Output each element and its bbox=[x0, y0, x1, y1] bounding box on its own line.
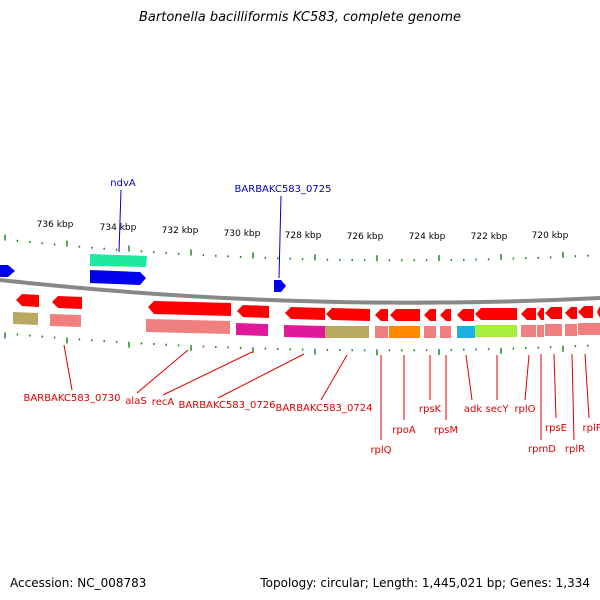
category-bar-rpsM bbox=[440, 326, 451, 338]
scale-label-728: 728 kbp bbox=[285, 231, 322, 241]
reverse-gene-recA[interactable] bbox=[237, 305, 269, 318]
gene-label-rpmD[interactable]: rpmD bbox=[528, 444, 556, 455]
scale-label-736: 736 kbp bbox=[37, 220, 74, 230]
gene-label-recA[interactable]: recA bbox=[152, 397, 175, 408]
gene-label-BARBAKC583_0725[interactable]: BARBAKC583_0725 bbox=[235, 184, 332, 195]
reverse-gene-rpsK[interactable] bbox=[424, 309, 436, 321]
category-bar-rplO bbox=[521, 325, 536, 337]
genome-stats-text: Topology: circular; Length: 1,445,021 bp… bbox=[260, 576, 590, 590]
forward-gene-BARBAKC583_0725[interactable] bbox=[274, 280, 286, 292]
gene-label-adk[interactable]: adk bbox=[464, 404, 482, 415]
leader-line-adk bbox=[465, 354, 473, 401]
gene-label-BARBAKC583_0726[interactable]: BARBAKC583_0726 bbox=[179, 400, 276, 411]
tick-marks-inner bbox=[4, 332, 589, 356]
category-bar-rpsE bbox=[545, 324, 562, 336]
reverse-gene-adk[interactable] bbox=[457, 309, 474, 321]
genome-backbone bbox=[0, 278, 600, 305]
gene-label-rpoA[interactable]: rpoA bbox=[392, 425, 416, 436]
leader-line-0730 bbox=[63, 344, 73, 391]
category-bar-0731 bbox=[13, 312, 38, 325]
category-bar-secY bbox=[475, 325, 517, 337]
scale-label-732: 732 kbp bbox=[162, 226, 199, 236]
category-bar-recA bbox=[236, 323, 268, 336]
scale-label-720: 720 kbp bbox=[532, 231, 569, 241]
category-bar-alaS bbox=[146, 319, 230, 334]
reverse-gene-alaS[interactable] bbox=[148, 301, 231, 316]
gene-label-rplF[interactable]: rplF bbox=[583, 423, 600, 434]
category-bar-0724 bbox=[325, 326, 369, 338]
reverse-gene-0724[interactable] bbox=[326, 308, 370, 321]
leader-line-ndvA bbox=[118, 189, 122, 253]
reverse-gene-0731[interactable] bbox=[16, 294, 39, 307]
reverse-gene-rplO[interactable] bbox=[521, 308, 536, 320]
category-bar-rpoA bbox=[389, 326, 420, 338]
reverse-gene-rplQ[interactable] bbox=[375, 309, 388, 321]
reverse-gene-rpsM[interactable] bbox=[440, 309, 451, 321]
reverse-gene-rpmD[interactable] bbox=[537, 308, 544, 320]
leader-line-rplR bbox=[571, 353, 575, 441]
leader-line-rplO bbox=[524, 354, 530, 401]
forward-category-ndvA bbox=[90, 254, 147, 267]
category-bar-rplR bbox=[565, 324, 577, 336]
leader-line-BARBAKC583_0725 bbox=[278, 195, 282, 279]
category-bar-adk bbox=[457, 326, 475, 338]
scale-label-724: 724 kbp bbox=[409, 232, 446, 242]
scale-label-726: 726 kbp bbox=[347, 232, 384, 242]
scale-label-734: 734 kbp bbox=[100, 223, 137, 233]
reverse-gene-rplF[interactable] bbox=[578, 306, 593, 318]
forward-gene-ndvA[interactable] bbox=[90, 270, 146, 285]
scale-label-730: 730 kbp bbox=[224, 229, 261, 239]
gene-label-ndvA[interactable]: ndvA bbox=[110, 178, 136, 189]
category-bar-rpsK bbox=[424, 326, 436, 338]
category-bar-rplQ bbox=[375, 326, 388, 338]
gene-label-rplR[interactable]: rplR bbox=[565, 444, 585, 455]
gene-label-secY[interactable]: secY bbox=[486, 404, 510, 415]
gene-label-rpsM[interactable]: rpsM bbox=[434, 425, 458, 436]
reverse-gene-secY[interactable] bbox=[475, 308, 517, 320]
reverse-gene-rpsE[interactable] bbox=[545, 307, 562, 319]
category-bar-0730 bbox=[50, 314, 81, 327]
leader-line-rplF bbox=[584, 353, 590, 419]
scale-label-722: 722 kbp bbox=[471, 232, 508, 242]
reverse-gene-rplF-next[interactable] bbox=[597, 306, 600, 318]
reverse-gene-0730[interactable] bbox=[52, 296, 82, 309]
category-bar-rplF bbox=[578, 323, 600, 335]
leader-line-0724 bbox=[320, 354, 348, 401]
leader-line-alaS bbox=[136, 349, 189, 394]
leader-line-recA bbox=[162, 351, 253, 396]
reverse-gene-0726[interactable] bbox=[285, 307, 325, 320]
gene-label-rplO[interactable]: rplO bbox=[514, 404, 535, 415]
accession-text: Accession: NC_008783 bbox=[10, 576, 147, 590]
leader-line-0726 bbox=[217, 353, 305, 399]
reverse-gene-rpoA[interactable] bbox=[390, 309, 420, 321]
gene-label-rpsE[interactable]: rpsE bbox=[545, 423, 567, 434]
tick-marks-outer bbox=[4, 234, 589, 262]
gene-label-BARBAKC583_0730[interactable]: BARBAKC583_0730 bbox=[24, 393, 121, 404]
reverse-gene-rplR[interactable] bbox=[565, 307, 577, 319]
leader-line-rpsE bbox=[553, 353, 557, 419]
gene-label-BARBAKC583_0724[interactable]: BARBAKC583_0724 bbox=[276, 403, 373, 414]
gene-label-rpsK[interactable]: rpsK bbox=[419, 404, 442, 415]
category-bar-rpmD bbox=[537, 325, 544, 337]
category-bar-0726 bbox=[284, 325, 325, 338]
gene-label-rplQ[interactable]: rplQ bbox=[370, 445, 391, 456]
page-title: Bartonella bacilliformis KC583, complete… bbox=[139, 10, 461, 25]
gene-label-alaS[interactable]: alaS bbox=[125, 396, 146, 407]
forward-gene-edge-left[interactable] bbox=[0, 265, 15, 277]
